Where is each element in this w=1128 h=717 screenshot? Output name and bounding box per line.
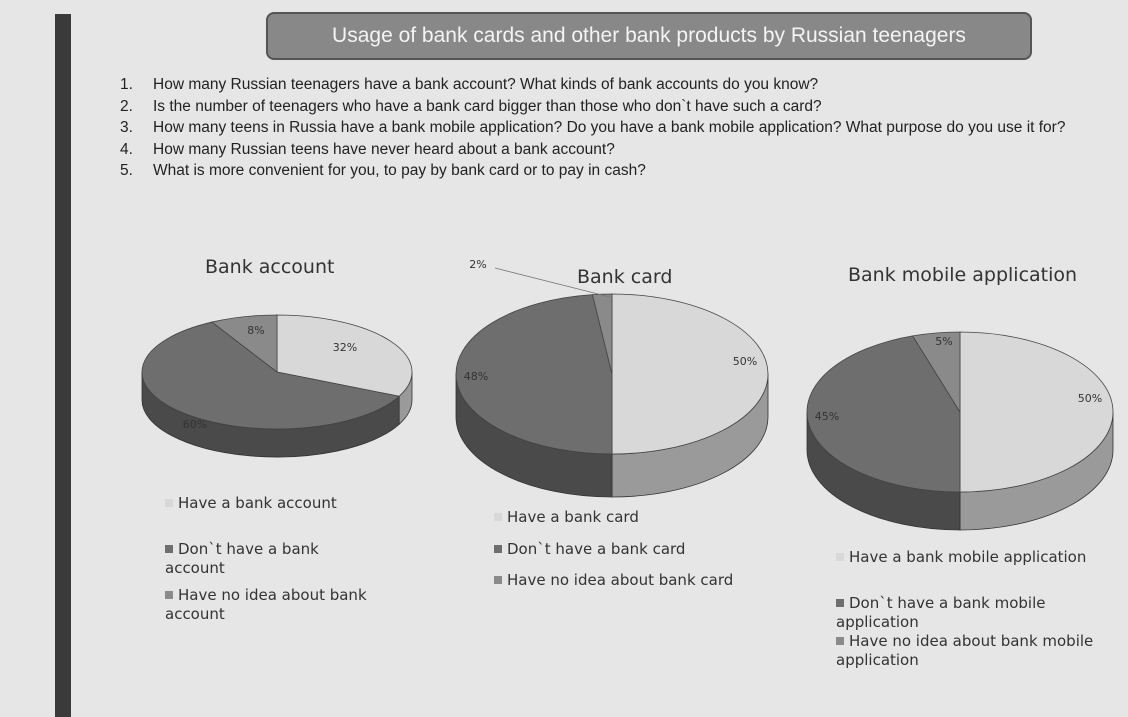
legend-item-have: Have a bank mobile application [836,548,1121,567]
pie-chart-0: 32% 60% 8% [141,314,413,458]
pie-slice-don-t-have-a-bank-mobile-application [806,335,961,493]
question-item: 5. What is more convenient for you, to pa… [120,160,1110,182]
data-label: 5% [935,335,952,348]
chart-title-bank-mobile-app: Bank mobile application [848,264,1078,286]
legend-item-have: Have a bank account [165,494,425,513]
legend-item-no-idea: Have no idea about bank mobile applicati… [836,632,1094,669]
pie-chart-1: 50% 48% 2% [455,258,769,498]
data-label-leader [494,267,611,298]
pie-slice-don-t-have-a-bank-account [141,321,401,430]
pie-slice-have-no-idea-about-bank-account [211,314,278,373]
question-item: 2. Is the number of teenagers who have a … [120,96,1110,118]
legend-item-no-idea: Have no idea about bank account [165,586,367,623]
legend-item-dont: Don`t have a bank card [494,540,754,559]
data-label: 2% [469,258,486,271]
pie-slice-have-no-idea-about-bank-mobile-application [912,331,961,414]
data-label: 48% [464,370,488,383]
pie-slice-have-no-idea-about-bank-card [591,293,613,375]
data-label: 45% [815,410,839,423]
question-item: 4. How many Russian teens have never hear… [120,139,1110,161]
question-text: How many teens in Russia have a bank mob… [153,119,1066,136]
question-number: 2. [120,97,133,115]
data-label: 50% [1078,392,1102,405]
legend-item-dont: Don`t have a bank mobile application [836,594,1046,631]
chart-title-bank-account: Bank account [205,256,335,278]
data-label: 50% [733,355,757,368]
data-label: 8% [247,324,264,337]
question-number: 1. [120,76,133,93]
data-label: 60% [183,418,207,431]
question-item: 3. How many teens in Russia have a bank m… [120,117,1110,139]
question-text: How many Russian teenagers have a bank a… [153,76,819,93]
legend-item-have: Have a bank card [494,508,754,527]
question-text: What is more convenient for you, to pay … [153,162,646,179]
data-label: 32% [333,341,357,354]
slide-left-bar [55,14,71,717]
pie-slice-have-a-bank-mobile-application [959,331,1114,493]
question-number: 5. [120,162,133,179]
question-item: 1. How many Russian teenagers have a bank… [120,74,1110,96]
question-text: Is the number of teenagers who have a ba… [153,97,822,115]
question-number: 3. [120,119,133,136]
legend-item-no-idea: Have no idea about bank card [494,571,774,590]
pie-slice-have-a-bank-card [611,293,769,455]
pie-chart-2: 50% 45% 5% [806,331,1114,531]
chart-title-bank-card: Bank card [577,266,673,288]
slide-title: Usage of bank cards and other bank produ… [266,12,1032,60]
question-number: 4. [120,140,133,158]
pie-slice-don-t-have-a-bank-card [455,294,613,455]
legend-item-dont: Don`t have a bank account [165,540,319,577]
pie-slice-have-a-bank-account [276,314,413,397]
question-text: How many Russian teens have never heard … [153,140,615,158]
question-list: 1. How many Russian teenagers have a bank… [120,74,1110,182]
